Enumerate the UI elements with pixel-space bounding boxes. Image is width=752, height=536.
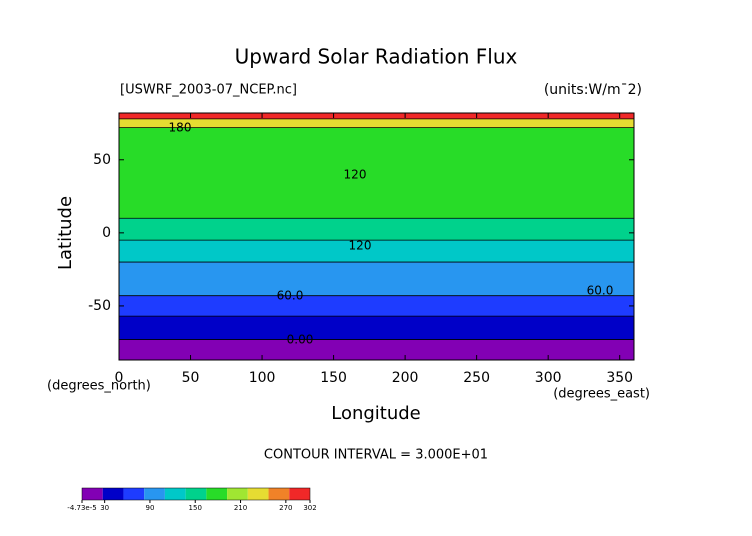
y-tick-label: -50 — [88, 298, 111, 314]
colorbar-cell — [144, 488, 165, 500]
contour-band — [119, 240, 634, 263]
contour-band — [119, 113, 634, 119]
colorbar-cell — [227, 488, 248, 500]
x-tick-label: 200 — [392, 370, 419, 386]
colorbar-cell — [123, 488, 145, 500]
colorbar-cell — [268, 488, 290, 500]
x-tick-label: 100 — [249, 370, 276, 386]
subtitle: [USWRF_2003-07_NCEP.nc] — [120, 83, 297, 98]
x-tick-label: 250 — [463, 370, 490, 386]
x-label: Longitude — [331, 403, 421, 424]
colorbar-cell — [206, 488, 228, 500]
x-unit: (degrees_east) — [553, 387, 650, 402]
x-tick-label: 0 — [115, 370, 124, 386]
contour-label: 180 — [169, 121, 192, 135]
plot-frame — [118, 112, 635, 361]
footer: CONTOUR INTERVAL = 3.000E+01 — [264, 448, 488, 463]
contour-label: 60.0 — [277, 289, 304, 303]
x-tick-label: 350 — [606, 370, 633, 386]
contour-band — [119, 127, 634, 219]
units: (units:W/m¯2) — [544, 82, 642, 98]
x-tick-label: 50 — [182, 370, 200, 386]
x-tick-label: 150 — [320, 370, 347, 386]
colorbar-cell — [82, 488, 103, 500]
colorbar-label: 30 — [100, 504, 109, 512]
colorbar-label: 150 — [189, 504, 202, 512]
contour-label: 120 — [349, 239, 372, 253]
contour-band — [119, 218, 634, 241]
colorbar-cell — [164, 488, 186, 500]
colorbar-cell — [247, 488, 269, 500]
colorbar-label: -4.73e-5 — [67, 504, 96, 512]
contour-band — [119, 316, 634, 340]
colorbar-label: 210 — [234, 504, 247, 512]
chart-title: Upward Solar Radiation Flux — [235, 45, 518, 69]
colorbar-label: 270 — [279, 504, 292, 512]
contour-band — [119, 262, 634, 296]
colorbar-frame — [81, 487, 311, 501]
contour-band — [119, 295, 634, 317]
contour-band — [119, 118, 634, 128]
colorbar-label: 90 — [145, 504, 154, 512]
contour-band — [119, 339, 634, 360]
colorbar-cell — [289, 488, 310, 500]
y-tick-label: 50 — [93, 152, 111, 168]
x-tick-label: 300 — [535, 370, 562, 386]
colorbar-cell — [102, 488, 124, 500]
contour-label: 120 — [344, 168, 367, 182]
colorbar-label: 302 — [303, 504, 316, 512]
y-tick-label: 0 — [102, 225, 111, 241]
colorbar-cell — [185, 488, 207, 500]
contour-label: 60.0 — [587, 284, 614, 298]
contour-label: 0.00 — [287, 333, 314, 347]
y-label: Latitude — [55, 196, 76, 270]
y-unit: (degrees_north) — [47, 379, 151, 394]
